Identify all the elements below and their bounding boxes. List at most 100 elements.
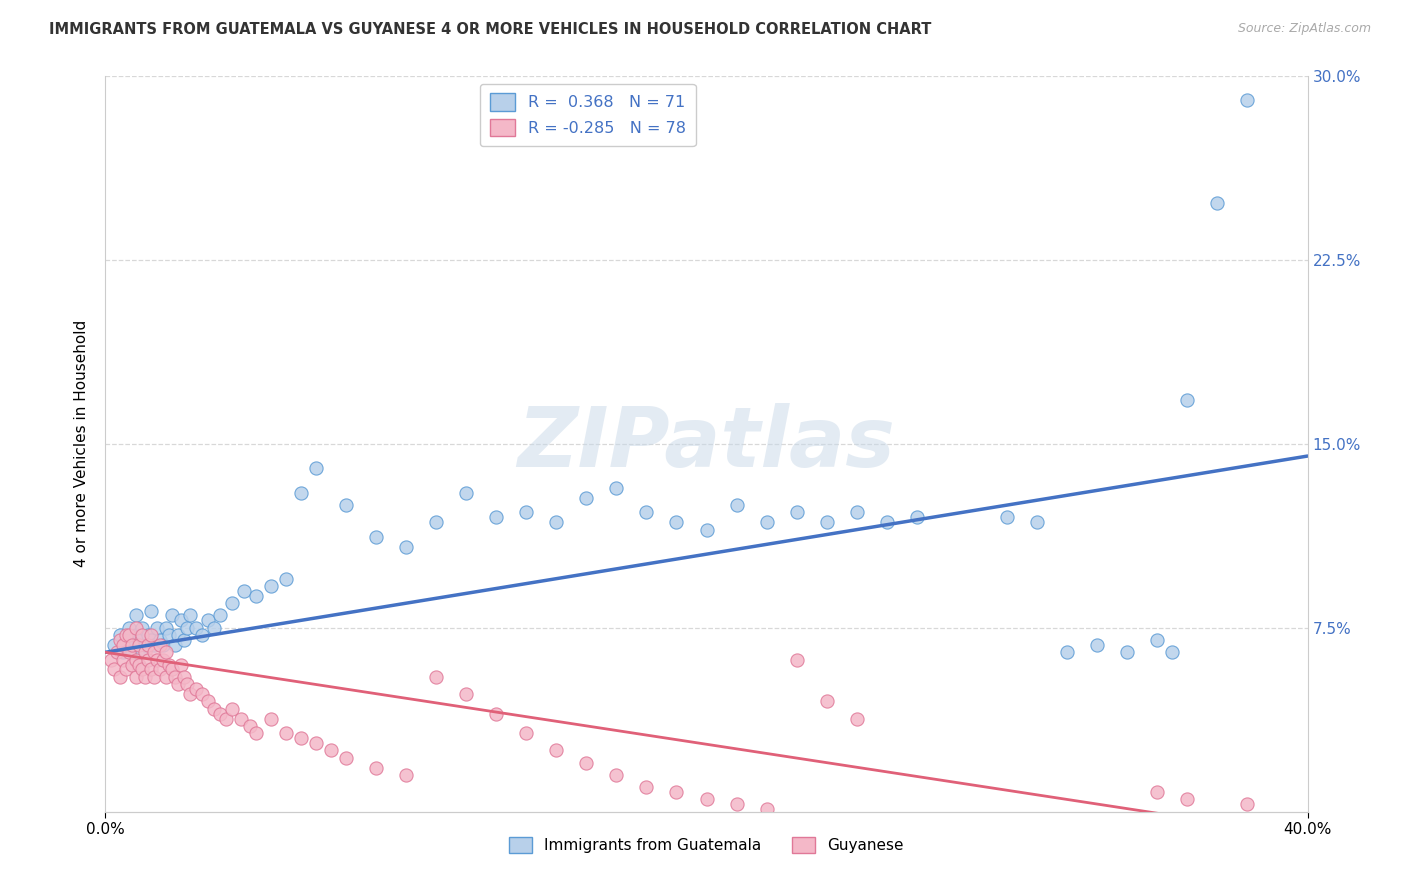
Point [163,670,186,684]
Text: ZIPatlas: ZIPatlas [517,403,896,484]
Point [876,515,898,529]
Point [290,731,312,746]
Point [221,596,243,610]
Point [128,633,150,648]
Point [364,760,387,774]
Point [454,687,477,701]
Point [208,706,231,721]
Point [335,498,357,512]
Point [208,608,231,623]
Point [454,485,477,500]
Point [176,621,198,635]
Point [152,653,174,667]
Point [696,523,718,537]
Point [134,645,156,659]
Point [121,645,143,659]
Point [124,653,146,667]
Point [134,638,156,652]
Point [725,498,748,512]
Point [148,638,170,652]
Point [142,670,165,684]
Point [128,657,150,672]
Point [636,780,658,794]
Point [239,719,262,733]
Point [131,662,153,676]
Point [148,662,170,676]
Point [155,645,177,659]
Point [485,510,508,524]
Point [112,653,135,667]
Point [696,792,718,806]
Y-axis label: 4 or more Vehicles in Household: 4 or more Vehicles in Household [75,320,90,567]
Text: Source: ZipAtlas.com: Source: ZipAtlas.com [1237,22,1371,36]
Point [160,608,183,623]
Point [605,768,627,782]
Point [131,645,153,659]
Point [118,645,141,659]
Point [145,653,167,667]
Point [155,670,177,684]
Point [110,633,132,648]
Point [115,628,138,642]
Point [169,614,191,628]
Point [335,751,357,765]
Point [202,621,225,635]
Point [1175,392,1198,407]
Point [190,628,212,642]
Point [395,768,418,782]
Point [103,662,125,676]
Point [124,608,146,623]
Point [169,657,191,672]
Point [1161,645,1184,659]
Point [485,706,508,721]
Point [1206,196,1229,211]
Point [260,579,283,593]
Point [290,485,312,500]
Point [575,756,598,770]
Point [305,461,328,475]
Point [725,797,748,812]
Point [157,657,180,672]
Point [173,633,195,648]
Point [166,628,188,642]
Point [260,712,283,726]
Point [1175,792,1198,806]
Point [145,621,167,635]
Point [173,670,195,684]
Point [179,687,201,701]
Point [124,621,146,635]
Point [166,677,188,691]
Point [1146,633,1168,648]
Point [1056,645,1078,659]
Point [515,726,537,740]
Point [136,638,159,652]
Point [905,510,928,524]
Point [425,515,447,529]
Point [786,505,808,519]
Point [845,712,868,726]
Point [197,694,219,708]
Point [845,505,868,519]
Point [319,743,342,757]
Point [112,645,135,659]
Point [121,638,143,652]
Point [364,530,387,544]
Point [232,584,254,599]
Point [1236,94,1258,108]
Point [515,505,537,519]
Point [124,628,146,642]
Point [274,726,297,740]
Point [176,677,198,691]
Point [815,515,838,529]
Point [786,653,808,667]
Point [139,633,162,648]
Point [103,638,125,652]
Point [110,628,132,642]
Point [546,515,568,529]
Point [110,670,132,684]
Point [155,621,177,635]
Point [605,481,627,495]
Point [1116,645,1139,659]
Point [197,614,219,628]
Point [815,694,838,708]
